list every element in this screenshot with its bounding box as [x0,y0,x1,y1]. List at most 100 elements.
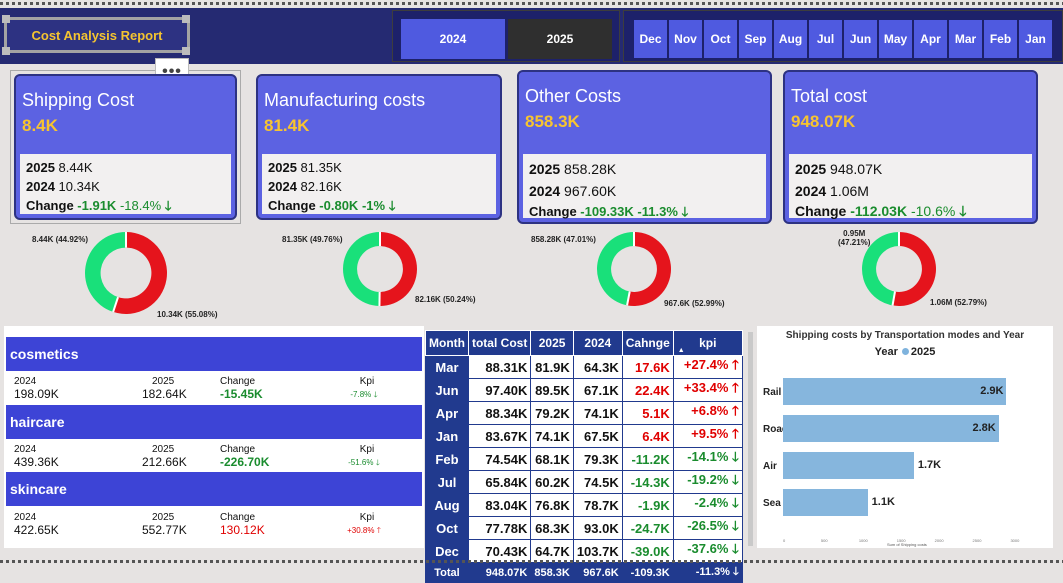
y2024-cell: 93.0K [573,517,622,540]
y2024-cell: 78.7K [573,494,622,517]
column-header-2024[interactable]: 2024 [573,331,622,356]
donut-slice-2024[interactable] [379,232,417,306]
change-cell: -1.9K [622,494,673,517]
corner-handle [182,47,190,55]
arrow-down-icon: 🡓 [165,198,172,213]
table-scrollbar[interactable] [748,332,753,546]
report-title-text: Cost Analysis Report [32,28,163,43]
kpi-cell: +9.5% 🡑 [673,425,742,448]
cat-cell-value: 439.36K [14,456,59,469]
donut-chart-manufacturing [342,231,418,307]
year-button-2025[interactable]: 2025 [508,19,612,59]
x-tick-label: 500 [821,538,828,543]
kpi-value: 81.4K [264,116,309,136]
column-header-kpi[interactable]: ▲kpi [673,331,742,356]
column-header-2025[interactable]: 2025 [531,331,573,356]
kpi-cell: -19.2% 🡓 [673,471,742,494]
donut-label-2024: 1.06M (52.79%) [930,298,987,307]
column-header-month[interactable]: Month [426,331,469,356]
arrow-down-icon: 🡓 [389,198,396,213]
corner-handle [182,15,190,23]
cat-cell-label: Kpi [350,511,384,524]
year-value: 10.34K [59,179,100,194]
change-value: -1.91K [77,198,116,213]
change-pct: -10.6% [911,203,955,219]
month-button-dec[interactable]: Dec [634,20,667,58]
x-tick-label: 0 [783,538,785,543]
corner-handle [2,15,10,23]
kpi-detail: 2025 8.44K 2024 10.34K Change -1.91K -18… [20,154,231,214]
month-button-apr[interactable]: Apr [914,20,947,58]
corner-handle [2,47,10,55]
month-button-mar[interactable]: Mar [949,20,982,58]
x-tick-label: 1000 [859,538,868,543]
y2024-cell: 67.5K [573,425,622,448]
y2025-cell: 68.1K [531,448,573,471]
bar-road[interactable] [783,415,999,442]
month-cell: Mar [426,356,469,379]
bar-air[interactable] [783,452,914,479]
month-button-may[interactable]: May [879,20,912,58]
year-label: 2024 [268,179,297,194]
change-value: -0.80K [319,198,358,213]
year-label: 2025 [529,161,560,177]
kpi-detail: 2025 948.07K 2024 1.06M Change -112.03K … [789,154,1032,218]
x-tick-label: 2000 [935,538,944,543]
month-button-oct[interactable]: Oct [704,20,737,58]
year-value: 81.35K [301,160,342,175]
bar-sea[interactable] [783,489,868,516]
kpi-cell: -2.4% 🡓 [673,494,742,517]
cat-change: Change-15.45K [220,375,263,401]
month-button-feb[interactable]: Feb [984,20,1017,58]
year-label: 2024 [529,183,560,199]
bar-rail[interactable] [783,378,1006,405]
year-label: 2024 [795,183,826,199]
year-button-2024[interactable]: 2024 [401,19,505,59]
cat-cell-value: 552.77K [142,524,187,537]
column-header-change[interactable]: Cahnge [622,331,673,356]
month-button-jan[interactable]: Jan [1019,20,1052,58]
month-button-sep[interactable]: Sep [739,20,772,58]
month-button-aug[interactable]: Aug [774,20,807,58]
top-border [0,2,1063,5]
total-cell: 77.78K [468,517,530,540]
kpi-title: Shipping Cost [22,90,134,111]
legend-swatch [902,348,909,355]
kpi-title: Other Costs [525,86,621,107]
change-pct: -11.3% [637,204,677,219]
month-button-nov[interactable]: Nov [669,20,702,58]
month-button-jul[interactable]: Jul [809,20,842,58]
category-header-haircare: haircare [6,405,422,439]
change-value: -112.03K [850,203,907,219]
cat-kpi: Kpi-51.6% 🡓 [350,443,384,469]
column-header-total-cost[interactable]: total Cost [468,331,530,356]
month-button-jun[interactable]: Jun [844,20,877,58]
cat-cell-value: -7.8% 🡓 [344,388,384,401]
donut-chart-total [861,231,937,307]
kpi-cell: +6.8% 🡑 [673,402,742,425]
kpi-card-total: Total cost 948.07K 2025 948.07K 2024 1.0… [783,70,1038,224]
year-label: 2025 [268,160,297,175]
month-cell: Feb [426,448,469,471]
shipping-by-transport-chart: Shipping costs by Transportation modes a… [757,326,1053,548]
y2024-cell: 79.3K [573,448,622,471]
y2024-cell: 64.3K [573,356,622,379]
donut-slice-2025[interactable] [343,232,380,306]
change-cell: -11.2K [622,448,673,471]
cat-cell-value: 212.66K [142,456,187,469]
y2025-cell: 79.2K [531,402,573,425]
y2025-cell: 81.9K [531,356,573,379]
